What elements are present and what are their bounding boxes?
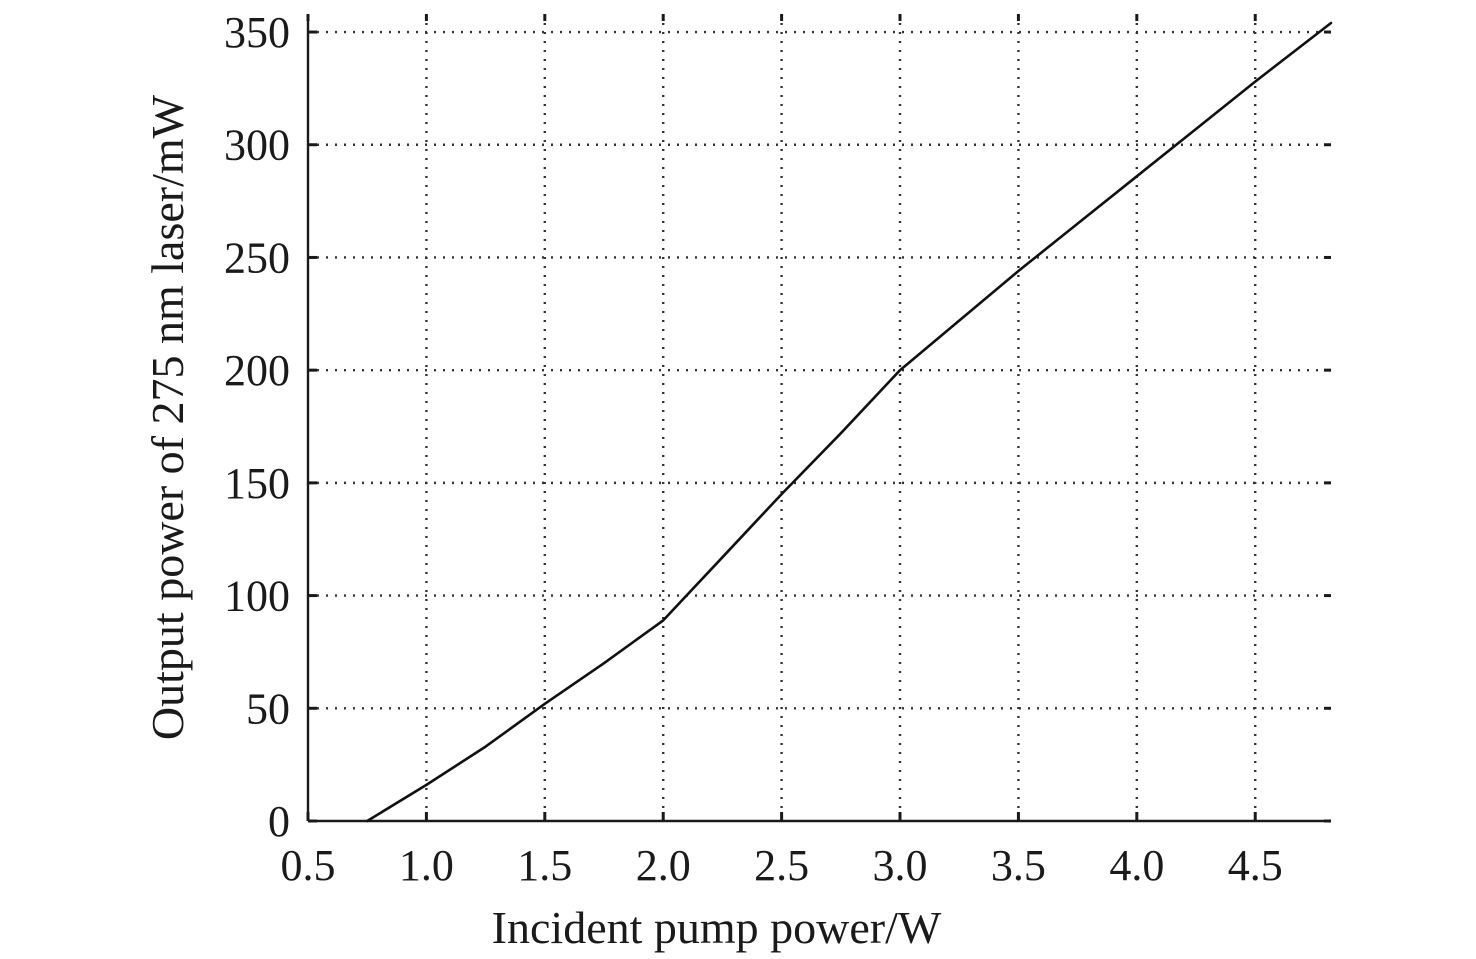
tick-labels: 0.5 1.0 1.5 2.0 2.5 3.0 3.5 4.0 4.5 0 50 100 150 200 2… <box>224 8 1283 890</box>
axes <box>306 14 1331 823</box>
y-tick-label: 100 <box>224 572 290 621</box>
x-tick-label: 1.0 <box>399 841 454 890</box>
y-axis-title: Output power of 275 nm laser/mW <box>142 94 193 740</box>
x-tick-label: 0.5 <box>281 841 336 890</box>
y-tick-label: 300 <box>224 121 290 170</box>
x-tick-label: 3.0 <box>873 841 928 890</box>
y-tick-label: 150 <box>224 459 290 508</box>
grid-lines <box>308 14 1331 821</box>
x-tick-label: 1.5 <box>517 841 572 890</box>
y-tick-label: 0 <box>268 797 290 846</box>
series-line <box>365 21 1333 823</box>
x-tick-label: 4.5 <box>1228 841 1283 890</box>
x-tick-label: 3.5 <box>991 841 1046 890</box>
y-tick-label: 350 <box>224 8 290 57</box>
x-tick-label: 2.0 <box>636 841 691 890</box>
x-tick-label: 4.0 <box>1109 841 1164 890</box>
y-tick-label: 200 <box>224 346 290 395</box>
x-axis-title: Incident pump power/W <box>492 902 942 953</box>
data-series <box>365 21 1333 823</box>
y-tick-label: 50 <box>246 684 290 733</box>
x-tick-label: 2.5 <box>754 841 809 890</box>
y-tick-label: 250 <box>224 233 290 282</box>
